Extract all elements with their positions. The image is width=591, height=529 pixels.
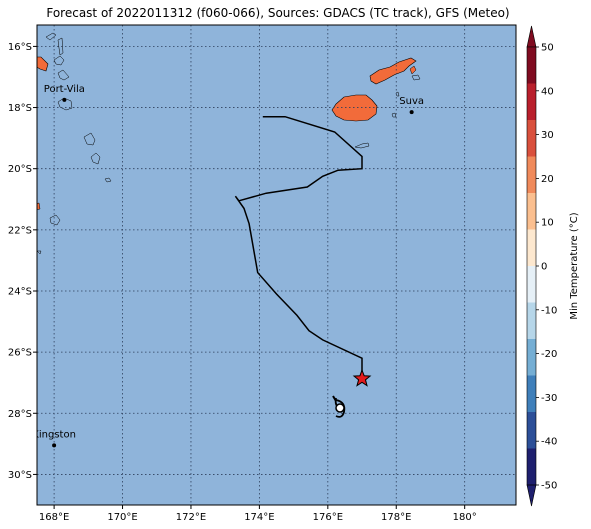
colorbar-tick-label: 20 — [541, 174, 554, 185]
y-tick-label: 18°S — [8, 103, 32, 114]
colorbar-segment — [527, 120, 536, 157]
colorbar-label: Min Temperature (°C) — [569, 212, 580, 319]
colorbar-tick-label: 50 — [541, 43, 554, 54]
y-tick-label: 22°S — [8, 225, 32, 236]
vanuatu-island-c — [53, 55, 65, 66]
vanuatu-island-b — [57, 37, 64, 56]
graticule — [37, 25, 516, 505]
colorbar-segment — [527, 229, 536, 267]
current-position-star-icon — [352, 368, 372, 387]
colorbar-segment — [527, 448, 536, 486]
place-markers: Port-Vila Suva Kingston — [32, 84, 424, 448]
colorbar-tick-label: 10 — [541, 218, 554, 229]
colorbar-segment — [527, 339, 536, 376]
fiji-small-island — [411, 74, 421, 81]
colorbar-tick-label: 0 — [541, 262, 547, 273]
vanuatu-espiritu-santo — [37, 56, 49, 72]
y-tick-label: 30°S — [8, 470, 32, 481]
vanuatu-tanna — [90, 152, 101, 165]
colorbar-tick-label: -30 — [541, 393, 557, 404]
colorbar-extend-min — [526, 484, 537, 507]
x-tick-label: 180° — [453, 512, 477, 523]
map-frame — [36, 24, 517, 506]
colorbar-segment — [527, 266, 536, 303]
y-tick-label: 16°S — [8, 42, 32, 53]
y-tick-label: 28°S — [8, 409, 32, 420]
colorbar-tick-label: -10 — [541, 305, 557, 316]
colorbar-segment — [527, 412, 536, 449]
colorbar-extend-max — [526, 25, 537, 48]
colorbar: 50 40 30 20 10 0 -10 -20 -30 -40 -50 Min Temperatur… — [526, 25, 580, 507]
land-layer: Port-Vila Suva Kingston — [32, 25, 516, 505]
vanuatu-aneityum — [104, 177, 112, 183]
colorbar-segment — [527, 47, 536, 84]
fiji-lau-island — [391, 112, 397, 118]
colorbar-tick-label: -40 — [541, 437, 557, 448]
new-caledonia-fragment — [37, 202, 41, 210]
place-label: Suva — [399, 96, 424, 107]
colorbar-segment — [527, 156, 536, 194]
colorbar-tick-label: 30 — [541, 130, 554, 141]
cyclone-track — [234, 115, 363, 379]
map-title: Forecast of 2022011312 (f060-066), Sourc… — [46, 6, 510, 20]
x-tick-label: 168°E — [39, 512, 69, 523]
y-tick-label: 24°S — [8, 286, 32, 297]
colorbar-tick-label: 40 — [541, 86, 554, 97]
loyalty-island — [49, 214, 61, 226]
place-label: Port-Vila — [44, 84, 85, 95]
loyalty-island-2 — [37, 250, 42, 255]
x-tick-label: 178°E — [381, 512, 411, 523]
x-tick-label: 176°E — [313, 512, 343, 523]
x-tick-label: 170°E — [107, 512, 137, 523]
x-tick-label: 174°E — [244, 512, 274, 523]
colorbar-segment — [527, 83, 536, 121]
y-tick-label: 26°S — [8, 348, 32, 359]
vanuatu-erromango — [83, 132, 96, 146]
fiji-lau-island-2 — [395, 91, 400, 97]
colorbar-segment — [527, 193, 536, 230]
axis-ticks: 168°E 170°E 172°E 174°E 176°E 178°E 180° 16°S 18… — [8, 42, 477, 523]
colorbar-tick-label: -20 — [541, 349, 557, 360]
fiji-viti-levu — [331, 94, 378, 122]
place-label: Kingston — [32, 429, 76, 440]
y-tick-label: 20°S — [8, 164, 32, 175]
vanuatu-island-a — [45, 32, 57, 41]
place-dot — [52, 443, 57, 448]
colorbar-segment — [527, 375, 536, 413]
tropical-cyclone-icon — [334, 397, 346, 418]
x-tick-label: 172°E — [176, 512, 206, 523]
fiji-kadavu — [354, 142, 370, 149]
fiji-taveuni — [409, 65, 417, 75]
colorbar-segment — [527, 302, 536, 340]
place-dot — [409, 110, 414, 115]
colorbar-tick-label: -50 — [541, 481, 557, 492]
fiji-vanua-levu — [369, 57, 417, 85]
place-dot — [62, 97, 67, 102]
ocean-area — [37, 25, 516, 505]
vanuatu-island-d — [57, 69, 70, 81]
